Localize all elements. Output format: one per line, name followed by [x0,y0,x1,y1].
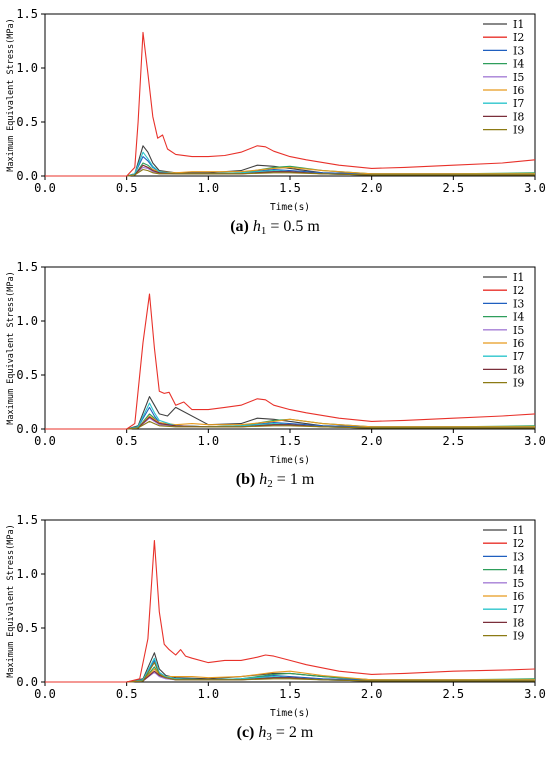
caption-sub: 2 [267,478,273,490]
x-tick-label: 3.0 [524,181,546,195]
x-tick-label: 1.5 [279,687,301,701]
x-axis-label: Time(s) [270,202,310,213]
series-line-i9 [45,420,535,430]
legend-label: I6 [513,84,524,97]
x-tick-label: 0.0 [34,434,56,448]
x-tick-label: 1.0 [197,434,219,448]
plot-frame [44,519,536,683]
plot-frame [44,13,536,177]
caption-value: = 2 m [275,724,314,741]
caption-var: h [259,471,268,488]
legend-label: I4 [513,311,524,324]
caption-b: (b) h2 = 1 m [0,471,550,490]
x-tick-label: 0.5 [116,687,138,701]
x-tick-label: 2.5 [442,181,464,195]
series-line-i2 [45,293,536,430]
x-tick-label: 1.5 [279,434,301,448]
legend-label: I9 [513,124,524,137]
y-tick-label: 0.5 [16,368,38,382]
series-line-i9 [45,662,535,683]
x-tick-label: 2.0 [361,181,383,195]
legend-label: I7 [513,350,524,363]
legend-label: I6 [513,337,524,350]
legend-label: I1 [513,524,524,537]
y-tick-label: 1.0 [16,61,38,75]
legend-label: I3 [513,44,524,57]
plot-frame [44,266,536,430]
legend-label: I3 [513,550,524,563]
y-axis-label: Maximum Equivalent Stress(MPa) [6,18,16,172]
legend-label: I8 [513,110,524,123]
legend-label: I5 [513,577,524,590]
y-tick-label: 1.0 [16,567,38,581]
legend-label: I2 [513,537,524,550]
caption-value: = 1 m [276,471,315,488]
x-tick-label: 0.0 [34,181,56,195]
y-tick-label: 1.5 [16,260,38,274]
chart-b: 0.0 0.5 1.0 1.5 2.0 2.5 3.0 0.0 0.5 1.0 1.5 Time(s)… [6,260,546,466]
legend-label: I4 [513,564,524,577]
caption-value: = 0.5 m [270,218,320,235]
caption-var: h [258,724,267,741]
series-line-i2 [45,539,536,683]
y-tick-label: 0.5 [16,115,38,129]
legend-label: I2 [513,284,524,297]
panel-b: 0.0 0.5 1.0 1.5 2.0 2.5 3.0 0.0 0.5 1.0 1.5 Time(s)… [0,253,550,506]
y-tick-label: 0.0 [16,169,38,183]
caption-a: (a) h1 = 0.5 m [0,218,550,237]
x-tick-label: 0.0 [34,687,56,701]
caption-var: h [252,218,261,235]
x-axis-label: Time(s) [270,455,310,466]
legend-label: I6 [513,590,524,603]
y-tick-label: 0.0 [16,675,38,689]
x-tick-label: 1.5 [279,181,301,195]
y-axis-label: Maximum Equivalent Stress(MPa) [6,524,16,678]
legend-label: I8 [513,363,524,376]
legend-label: I7 [513,603,524,616]
legend-label: I4 [513,58,524,71]
x-tick-label: 0.5 [116,181,138,195]
y-axis-label: Maximum Equivalent Stress(MPa) [6,271,16,425]
caption-tag: (a) [230,218,249,235]
legend-label: I1 [513,18,524,31]
legend-label: I8 [513,616,524,629]
panel-a: 0.0 0.5 1.0 1.5 2.0 2.5 3.0 0.0 0.5 1.0 1.5 Time(s)… [0,0,550,253]
x-tick-label: 1.0 [197,181,219,195]
caption-c: (c) h3 = 2 m [0,724,550,743]
legend-label: I7 [513,97,524,110]
legend-label: I9 [513,630,524,643]
caption-sub: 1 [260,225,267,237]
chart-c: 0.0 0.5 1.0 1.5 2.0 2.5 3.0 0.0 0.5 1.0 1.5 Time(s)… [6,513,546,719]
y-tick-label: 0.5 [16,621,38,635]
x-tick-label: 2.0 [361,687,383,701]
y-tick-label: 1.5 [16,513,38,527]
y-tick-label: 1.5 [16,7,38,21]
legend-label: I9 [513,377,524,390]
x-tick-label: 2.0 [361,434,383,448]
x-axis-label: Time(s) [270,708,310,719]
legend-label: I2 [513,31,524,44]
y-tick-label: 1.0 [16,314,38,328]
x-tick-label: 2.5 [442,434,464,448]
x-tick-label: 1.0 [197,687,219,701]
legend-label: I5 [513,71,524,84]
x-tick-label: 3.0 [524,687,546,701]
series-line-i2 [45,31,536,177]
legend-label: I3 [513,297,524,310]
caption-tag: (b) [235,471,256,488]
caption-sub: 3 [266,731,272,743]
panel-c: 0.0 0.5 1.0 1.5 2.0 2.5 3.0 0.0 0.5 1.0 1.5 Time(s)… [0,506,550,759]
x-tick-label: 3.0 [524,434,546,448]
legend-label: I5 [513,324,524,337]
caption-tag: (c) [236,724,255,741]
y-tick-label: 0.0 [16,422,38,436]
series-line-i6 [45,668,535,683]
chart-a: 0.0 0.5 1.0 1.5 2.0 2.5 3.0 0.0 0.5 1.0 1.5 Time(s)… [6,7,546,213]
x-tick-label: 2.5 [442,687,464,701]
x-tick-label: 0.5 [116,434,138,448]
legend-label: I1 [513,271,524,284]
series-line-i9 [45,168,535,177]
